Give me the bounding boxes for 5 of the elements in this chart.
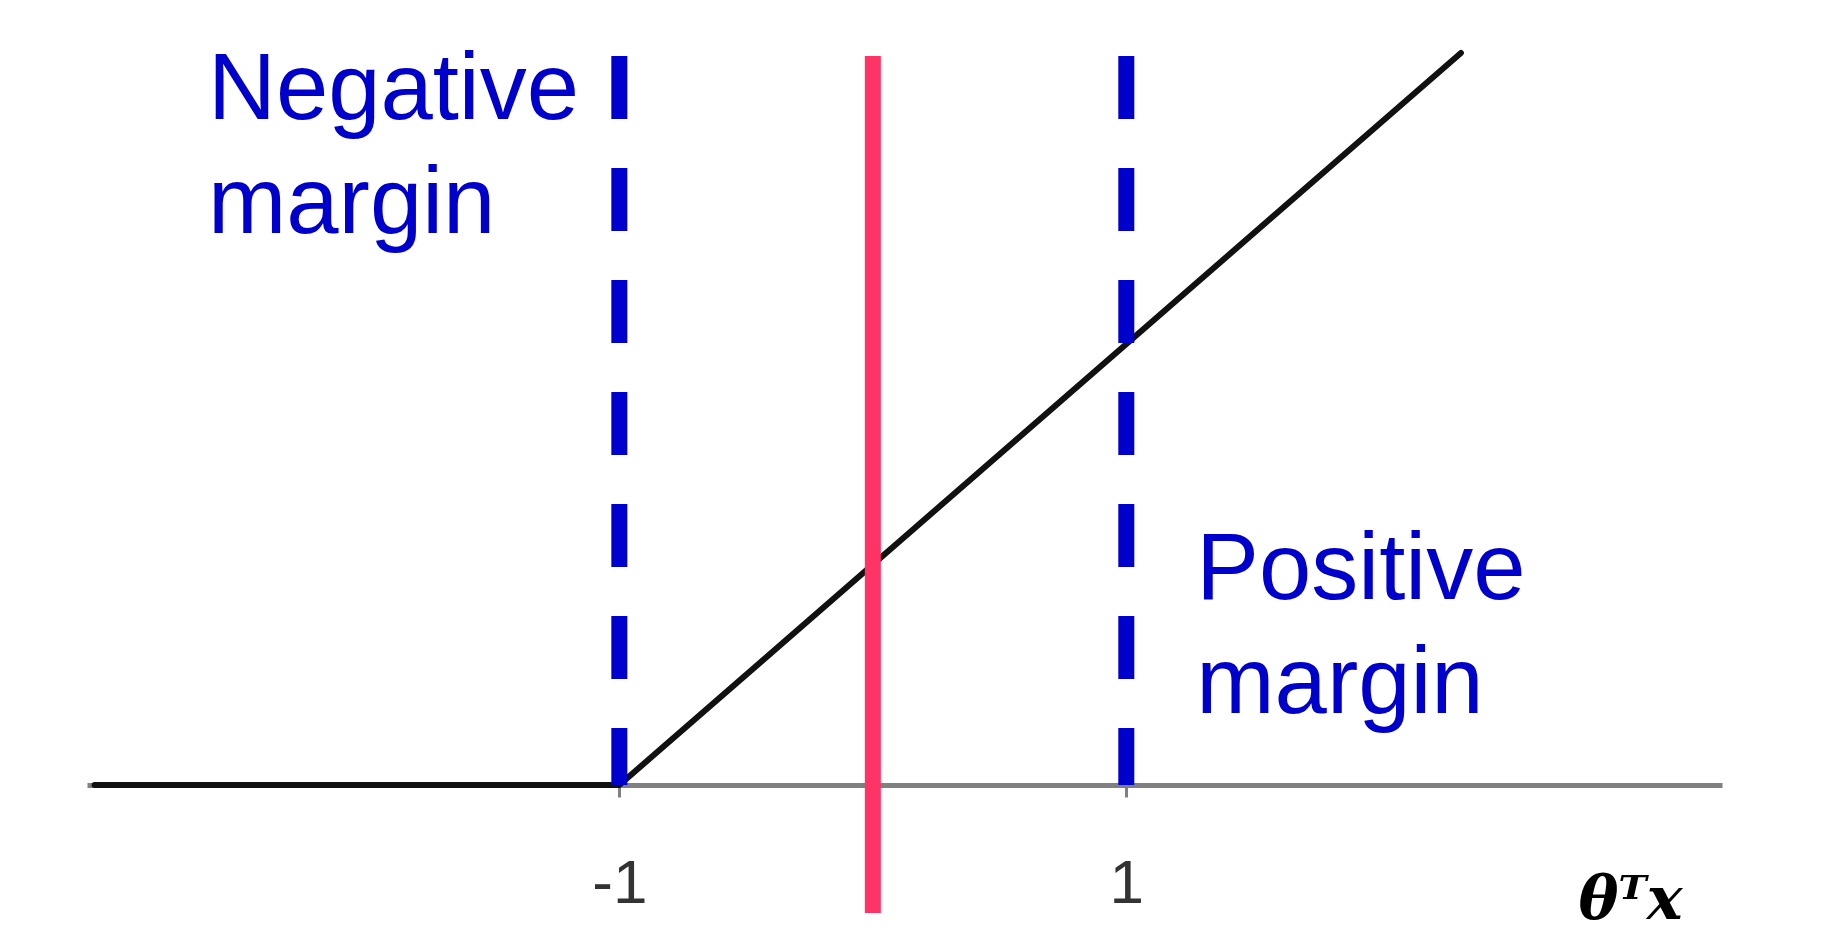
x-tick-label: -1	[592, 846, 648, 916]
ref-line-label: Negative margin	[208, 34, 579, 253]
x-tick-label: 1	[1109, 846, 1145, 916]
x-axis-title: θᵀx	[1578, 862, 1684, 933]
ref-line-label: Positive margin	[1196, 514, 1526, 733]
